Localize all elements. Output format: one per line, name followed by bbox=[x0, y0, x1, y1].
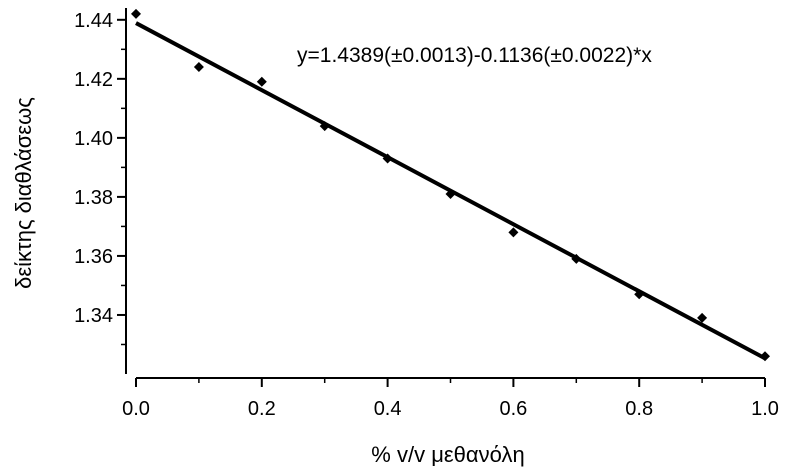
x-tick-label: 0.4 bbox=[374, 398, 402, 420]
y-tick-label: 1.44 bbox=[74, 10, 113, 32]
y-tick-label: 1.34 bbox=[74, 305, 113, 327]
x-axis-title: % v/v μεθανόλη bbox=[371, 442, 524, 467]
x-tick-label: 0.6 bbox=[499, 398, 527, 420]
data-point bbox=[131, 8, 141, 19]
x-tick-label: 0.0 bbox=[122, 398, 150, 420]
y-tick-label: 1.36 bbox=[74, 246, 113, 268]
data-point bbox=[256, 76, 267, 87]
data-point bbox=[445, 188, 456, 199]
data-point bbox=[382, 153, 393, 164]
x-axis-ticks: 0.0 0.2 0.4 0.6 0.8 1.0 bbox=[122, 378, 779, 420]
x-tick-label: 1.0 bbox=[751, 398, 779, 420]
fit-equation-annotation: y=1.4389(±0.0013)-0.1136(±0.0022)*x bbox=[297, 44, 652, 67]
y-axis-title: δείκτης διαθλάσεως bbox=[11, 97, 36, 289]
data-point bbox=[193, 62, 204, 73]
y-tick-label: 1.42 bbox=[74, 69, 113, 91]
y-tick-label: 1.38 bbox=[74, 187, 113, 209]
data-point bbox=[697, 312, 708, 323]
data-point bbox=[634, 289, 645, 300]
y-tick-label: 1.40 bbox=[74, 128, 113, 150]
y-axis-ticks: 1.34 1.36 1.38 1.40 1.42 1.44 bbox=[74, 10, 126, 346]
data-point bbox=[571, 253, 582, 264]
x-tick-label: 0.2 bbox=[248, 398, 276, 420]
data-point bbox=[760, 351, 770, 362]
data-points bbox=[131, 8, 770, 362]
data-point bbox=[508, 227, 519, 238]
data-point bbox=[319, 121, 330, 132]
x-tick-label: 0.8 bbox=[625, 398, 653, 420]
